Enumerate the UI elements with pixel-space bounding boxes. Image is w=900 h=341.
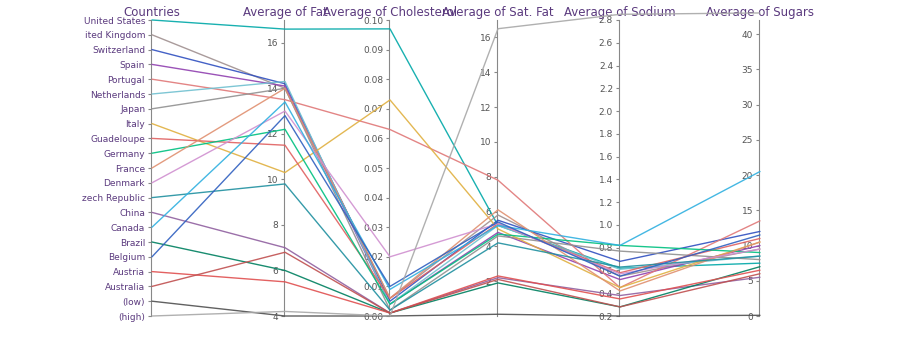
Title: Average of Sat. Fat: Average of Sat. Fat bbox=[442, 6, 554, 19]
Title: Average of Fat: Average of Fat bbox=[243, 6, 328, 19]
Title: Average of Cholesterol: Average of Cholesterol bbox=[323, 6, 457, 19]
Title: Average of Sodium: Average of Sodium bbox=[564, 6, 676, 19]
Title: Average of Sugars: Average of Sugars bbox=[706, 6, 814, 19]
Title: Countries: Countries bbox=[123, 6, 180, 19]
